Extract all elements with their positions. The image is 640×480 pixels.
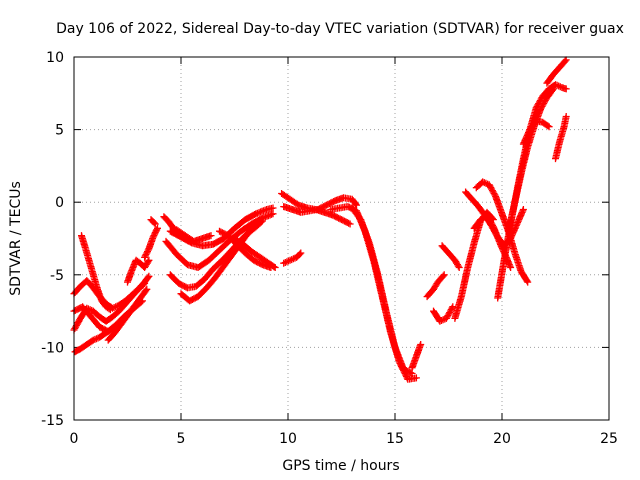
x-tick-label-20: 20: [493, 431, 511, 447]
series-layer: [70, 56, 570, 383]
y-axis-label: SDTVAR / TECUs: [8, 181, 24, 296]
series-track-25: [430, 303, 457, 325]
series-track-4: [78, 232, 114, 314]
y-tick-labels: -15 -10 -5 0 5 10: [41, 50, 64, 429]
x-tick-label-5: 5: [177, 431, 186, 447]
series-track-33: [519, 117, 553, 148]
series-track-20: [280, 194, 360, 216]
y-tick-label-minus5: -5: [50, 268, 64, 284]
x-tick-label-10: 10: [279, 431, 297, 447]
series-track-36: [552, 113, 570, 163]
x-tick-labels: 0 5 10 15 20 25: [70, 431, 618, 447]
x-axis-label: GPS time / hours: [282, 458, 399, 474]
y-tick-label-0: 0: [55, 195, 64, 211]
series-track-34: [543, 56, 570, 87]
series-track-6: [104, 285, 151, 344]
series-track-26: [438, 242, 463, 271]
series-track-15: [173, 226, 215, 245]
y-tick-label-5: 5: [55, 123, 64, 139]
grid-lines: [74, 57, 609, 420]
series-track-21: [327, 203, 420, 383]
plot-frame: [73, 56, 610, 421]
x-tick-label-25: 25: [600, 431, 618, 447]
series-track-24: [423, 271, 448, 301]
series-track-23: [408, 341, 425, 372]
series-track-9: [147, 216, 159, 228]
x-tick-label-15: 15: [386, 431, 404, 447]
series-track-8: [141, 224, 161, 261]
y-tick-label-minus15: -15: [41, 413, 64, 429]
x-tick-label-0: 0: [70, 431, 79, 447]
series-track-35: [545, 81, 570, 93]
y-tick-label-minus10: -10: [41, 340, 64, 356]
series-track-32: [504, 85, 557, 235]
series-track-18: [280, 249, 305, 267]
chart-title: Day 106 of 2022, Sidereal Day-to-day VTE…: [56, 21, 624, 37]
series-track-22: [348, 204, 416, 377]
series-track-7: [124, 256, 153, 286]
y-tick-label-10: 10: [46, 50, 64, 66]
series-track-17: [231, 235, 279, 271]
